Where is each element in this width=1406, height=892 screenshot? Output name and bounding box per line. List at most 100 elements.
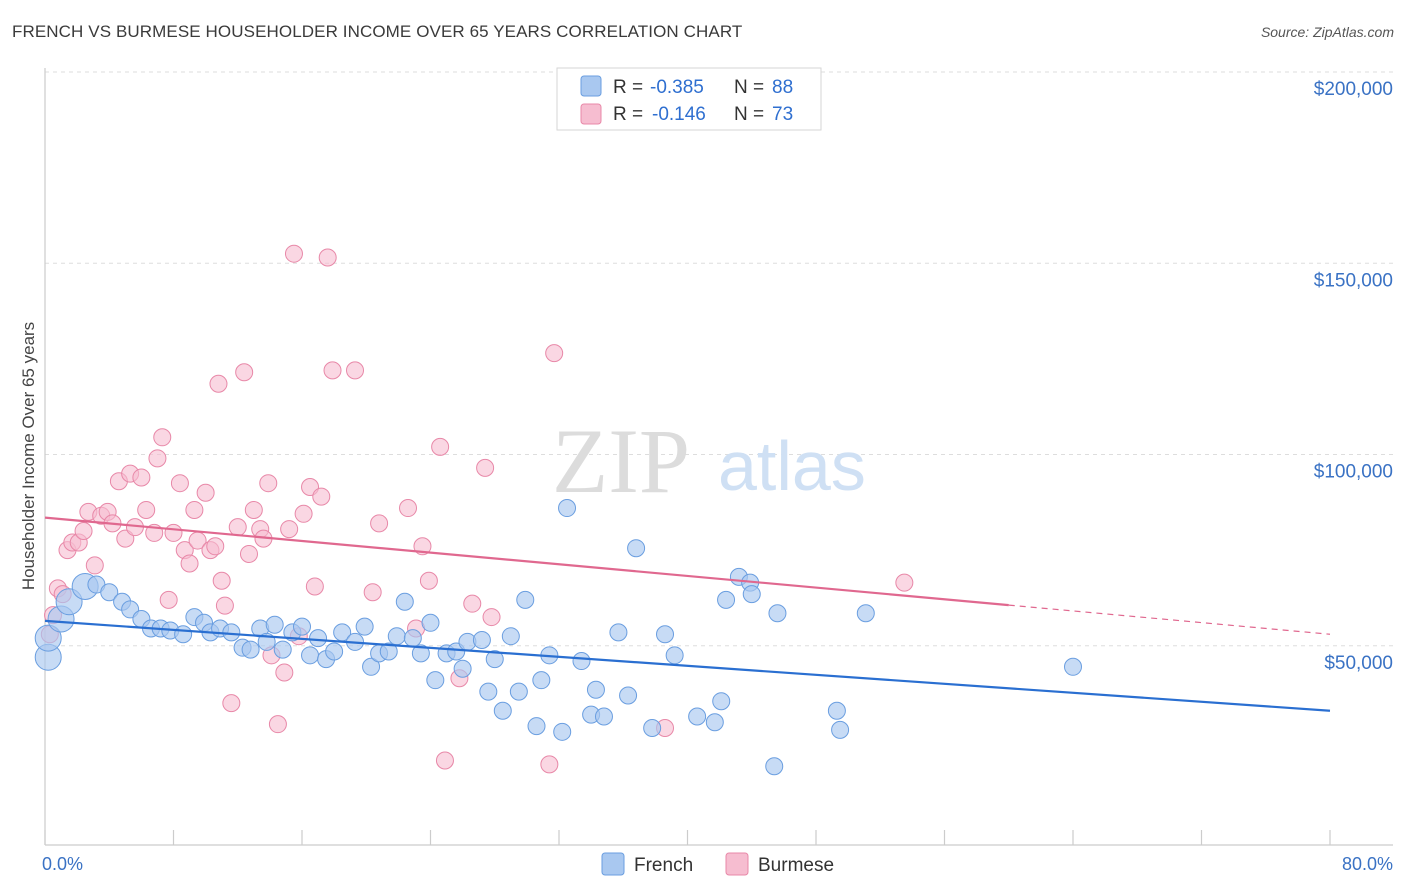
french-point — [325, 642, 344, 661]
burmese-point — [164, 523, 183, 542]
french-point — [241, 640, 260, 659]
y-tick-label: $200,000 — [1314, 79, 1393, 100]
french-point — [403, 629, 422, 648]
legend: R = -0.385 N = 88 R = -0.146 N = 73 — [556, 67, 822, 131]
french-point — [827, 701, 846, 720]
burmese-point — [318, 248, 337, 267]
burmese-point — [222, 694, 241, 713]
french-point — [485, 650, 504, 669]
x-ticks — [44, 830, 1331, 845]
burmese-point — [148, 449, 167, 468]
french-point — [493, 701, 512, 720]
burmese-point — [363, 583, 382, 602]
burmese-point — [540, 755, 559, 774]
burmese-point — [196, 483, 215, 502]
bottom-legend-swatch-burmese — [725, 852, 749, 876]
burmese-point — [419, 571, 438, 590]
french-point — [609, 623, 628, 642]
x-tick-label-max: 80.0% — [1342, 854, 1393, 874]
french-point — [421, 613, 440, 632]
french-point — [643, 718, 662, 737]
french-point — [395, 592, 414, 611]
y-tick-label: $150,000 — [1314, 270, 1393, 291]
french-point — [656, 625, 675, 644]
burmese-point — [228, 518, 247, 537]
french-point — [553, 722, 572, 741]
burmese-point — [170, 474, 189, 493]
french-point — [768, 604, 787, 623]
legend-burmese-n-value: 73 — [772, 104, 793, 125]
burmese-point — [399, 499, 418, 518]
french-point — [100, 583, 119, 602]
legend-swatch-burmese — [580, 103, 602, 125]
x-tick-label-min: 0.0% — [42, 854, 83, 874]
french-point — [558, 499, 577, 518]
french-point — [174, 625, 193, 644]
y-tick-labels: $50,000 $100,000 $150,000 $200,000 — [1314, 79, 1393, 674]
french-point — [532, 671, 551, 690]
watermark-zip: ZIP — [552, 410, 690, 512]
y-tick-label: $100,000 — [1314, 462, 1393, 483]
legend-french-n-value: 88 — [772, 77, 793, 98]
burmese-point — [482, 608, 501, 627]
legend-french-n-label: N = — [734, 77, 764, 98]
burmese-point — [74, 522, 93, 540]
french-point — [688, 707, 707, 726]
burmese-point — [159, 590, 178, 609]
french-point — [1064, 657, 1082, 676]
french-point — [426, 671, 445, 690]
burmese-point — [545, 344, 564, 363]
french-point — [665, 646, 684, 665]
french-point — [387, 627, 406, 646]
watermark-atlas: atlas — [718, 427, 866, 505]
french-point — [293, 617, 311, 636]
french-point — [309, 629, 328, 648]
burmese-point — [215, 596, 234, 615]
french-point — [856, 604, 875, 623]
french-point — [742, 585, 761, 604]
french-point — [516, 590, 535, 609]
french-point — [501, 627, 520, 646]
burmese-point — [431, 437, 450, 456]
french-trend-line — [44, 619, 1331, 712]
french-point — [453, 659, 472, 678]
burmese-point — [244, 500, 263, 519]
burmese-point — [435, 751, 454, 770]
burmese-point — [153, 428, 172, 447]
burmese-trend-line — [44, 516, 1009, 607]
burmese-point — [137, 500, 156, 519]
legend-burmese-n-label: N = — [734, 104, 764, 125]
burmese-point — [185, 500, 204, 519]
french-point — [705, 713, 724, 732]
burmese-point — [294, 504, 313, 523]
french-point — [379, 642, 398, 661]
burmese-point — [209, 374, 228, 393]
french-point — [479, 682, 498, 701]
french-point — [527, 717, 546, 736]
french-point — [34, 624, 62, 652]
burmese-point — [259, 474, 278, 493]
burmese-point — [275, 663, 294, 682]
bottom-legend-french: French — [634, 855, 693, 876]
burmese-point — [268, 715, 287, 734]
french-point — [765, 757, 784, 776]
burmese-point — [235, 363, 254, 382]
burmese-point — [476, 458, 495, 477]
bottom-legend-swatch-french — [601, 852, 625, 876]
legend-french-r-value: -0.385 — [650, 77, 704, 98]
bottom-legend-burmese: Burmese — [758, 855, 834, 876]
french-point — [472, 631, 491, 650]
burmese-point — [463, 594, 482, 613]
french-point — [831, 720, 850, 739]
french-point — [273, 640, 292, 659]
legend-burmese-r-value: -0.146 — [652, 104, 706, 125]
burmese-point — [323, 361, 342, 380]
burmese-point — [346, 361, 365, 380]
burmese-series — [40, 244, 914, 774]
legend-swatch-french — [580, 75, 602, 97]
burmese-point — [85, 556, 104, 575]
french-point — [572, 652, 591, 671]
french-point — [619, 686, 638, 705]
burmese-point — [180, 554, 199, 573]
burmese-point — [284, 244, 303, 263]
